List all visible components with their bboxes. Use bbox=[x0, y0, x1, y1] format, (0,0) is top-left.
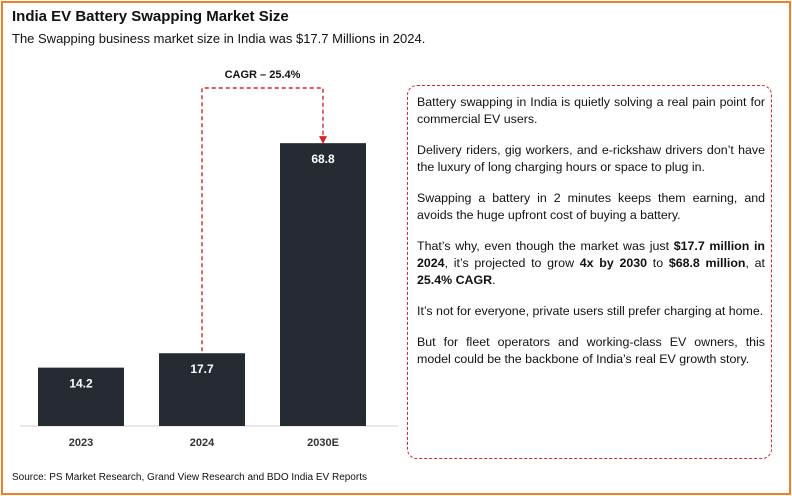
bar-2023 bbox=[38, 367, 124, 426]
highlight-cagr: 25.4% CAGR bbox=[417, 273, 493, 287]
cagr-label: CAGR – 25.4% bbox=[225, 69, 301, 81]
insight-paragraph-3: Swapping a battery in 2 minutes keeps th… bbox=[417, 191, 765, 222]
insight-paragraph-2: Delivery riders, gig workers, and e-rick… bbox=[417, 143, 765, 174]
bar-2024 bbox=[159, 353, 245, 426]
bar-value-label: 14.2 bbox=[69, 377, 93, 391]
insight-paragraph-5: It’s not for everyone, private users sti… bbox=[417, 304, 764, 318]
highlight-2024-value: $17.7 million in 2024 bbox=[417, 239, 766, 270]
insight-panel: Battery swapping in India is quietly sol… bbox=[407, 85, 772, 459]
page-title: India EV Battery Swapping Market Size bbox=[12, 8, 289, 25]
x-tick-label: 2030E bbox=[307, 437, 339, 449]
x-tick-label: 2024 bbox=[190, 437, 215, 449]
bar-value-label: 17.7 bbox=[190, 362, 214, 376]
highlight-growth: 4x by 2030 bbox=[579, 256, 648, 270]
x-tick-label: 2023 bbox=[69, 437, 93, 449]
insight-paragraph-6: But for fleet operators and working-clas… bbox=[417, 335, 765, 366]
highlight-2030-value: $68.8 million bbox=[668, 256, 746, 270]
insight-paragraph-1: Battery swapping in India is quietly sol… bbox=[417, 95, 765, 126]
cagr-arrow bbox=[201, 87, 327, 352]
source-note: Source: PS Market Research, Grand View R… bbox=[12, 472, 367, 483]
page-subtitle: The Swapping business market size in Ind… bbox=[12, 31, 426, 46]
insight-paragraph-4: That’s why, even though the market was j… bbox=[417, 239, 766, 287]
bar-2030e bbox=[280, 143, 366, 426]
bar-value-label: 68.8 bbox=[311, 152, 335, 166]
